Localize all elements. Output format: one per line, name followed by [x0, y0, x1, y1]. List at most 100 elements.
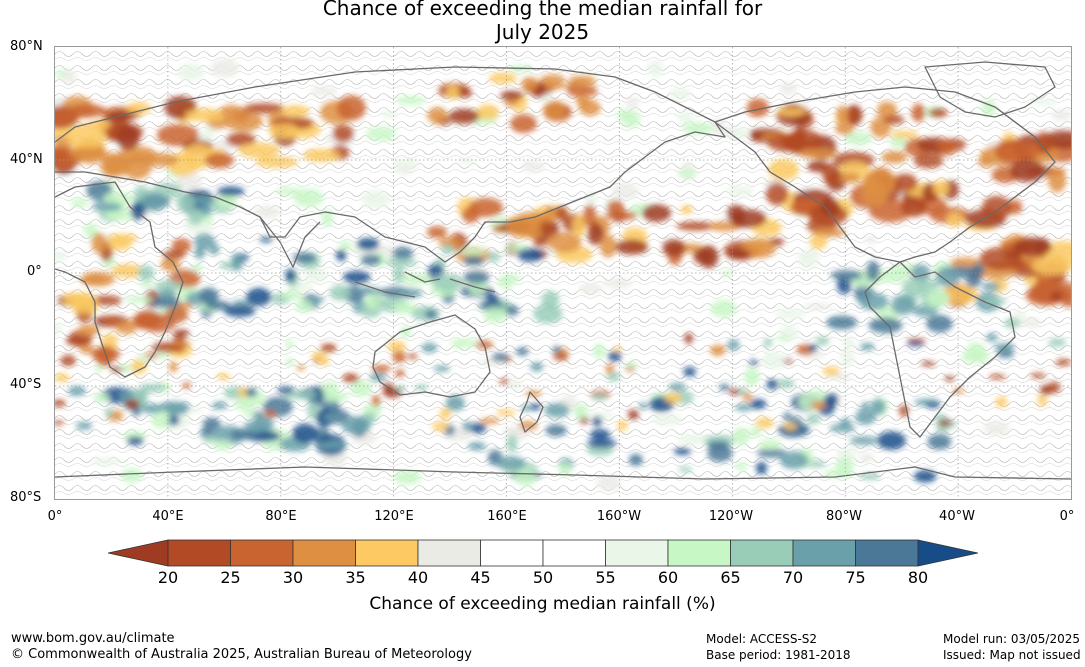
rainfall-anomaly-region: [293, 188, 324, 208]
rainfall-anomaly-region: [277, 386, 295, 394]
continent-indonesia: [354, 271, 496, 298]
rainfall-anomaly-region: [859, 473, 881, 480]
rainfall-anomaly-region: [136, 355, 150, 361]
rainfall-anomaly-region: [125, 102, 152, 115]
rainfall-anomaly-region: [677, 169, 698, 179]
rainfall-anomaly-region: [126, 436, 144, 446]
rainfall-anomaly-region: [647, 59, 663, 78]
rainfall-anomaly-region: [462, 421, 473, 432]
rainfall-anomaly-region: [67, 386, 86, 397]
rainfall-anomaly-region: [296, 365, 306, 371]
rainfall-anomaly-region: [809, 234, 828, 250]
colorbar-max-arrow: [917, 539, 978, 567]
rainfall-anomaly-region: [876, 101, 898, 120]
continent-new-zealand: [519, 391, 544, 433]
rainfall-anomaly-region: [572, 214, 586, 238]
rainfall-anomaly-region: [217, 373, 231, 381]
rainfall-anomaly-region: [60, 354, 76, 367]
rainfall-anomaly-region: [664, 392, 683, 404]
rainfall-anomaly-region: [986, 333, 998, 342]
rainfall-anomaly-region: [544, 205, 557, 223]
rainfall-anomaly-region: [881, 150, 907, 164]
rainfall-anomaly-region: [395, 95, 426, 106]
rainfall-anomaly-region: [172, 329, 190, 337]
rainfall-anomaly-region: [426, 226, 448, 239]
rainfall-anomaly-region: [111, 263, 144, 278]
rainfall-anomaly-region: [746, 98, 769, 118]
colorbar-tick-label: 70: [782, 568, 804, 587]
rainfall-anomaly-region: [509, 379, 522, 391]
rainfall-anomaly-region: [983, 421, 1010, 436]
colorbar-tick-label: 20: [157, 568, 179, 587]
rainfall-anomaly-region: [499, 378, 510, 385]
rainfall-anomaly-region: [607, 351, 622, 362]
rainfall-anomaly-region: [245, 387, 258, 398]
rainfall-anomaly-region: [861, 401, 870, 410]
rainfall-anomaly-region: [558, 462, 572, 476]
rainfall-anomaly-region: [676, 111, 694, 124]
rainfall-anomaly-region: [67, 103, 107, 118]
rainfall-anomaly-region: [323, 413, 336, 421]
footer-website[interactable]: www.bom.gov.au/climate: [11, 631, 175, 646]
colorbar-min-arrow: [108, 539, 169, 567]
rainfall-anomaly-region: [762, 338, 773, 348]
rainfall-anomaly-region: [156, 124, 200, 147]
rainfall-anomaly-region: [876, 431, 906, 450]
rainfall-anomaly-region: [467, 441, 486, 451]
colorbar-tick-label: 60: [657, 568, 679, 587]
rainfall-anomaly-region: [488, 72, 518, 84]
rainfall-anomaly-region: [835, 457, 854, 475]
rainfall-anomaly-region: [281, 290, 304, 300]
rainfall-anomaly-region: [431, 273, 464, 292]
rainfall-anomaly-region: [676, 221, 715, 231]
rainfall-anomaly-region: [579, 99, 601, 116]
rainfall-anomaly-region: [194, 246, 206, 260]
rainfall-anomaly-region: [599, 234, 617, 258]
rainfall-anomaly-region: [238, 142, 280, 159]
rainfall-anomaly-region: [765, 182, 789, 206]
rainfall-anomaly-region: [698, 245, 719, 269]
colorbar-segment: [292, 539, 356, 567]
continent-north-america: [714, 86, 1056, 263]
rainfall-anomaly-region: [662, 239, 686, 257]
rainfall-anomaly-region: [981, 195, 1012, 221]
rainfall-anomaly-region: [504, 98, 518, 107]
rainfall-anomaly-region: [779, 82, 798, 95]
rainfall-anomaly-region: [870, 398, 886, 415]
rainfall-anomaly-region: [475, 340, 494, 349]
rainfall-anomaly-region: [219, 104, 244, 118]
rainfall-anomaly-region: [1030, 372, 1046, 379]
colorbar-tick-label: 50: [532, 568, 554, 587]
rainfall-anomaly-region: [822, 366, 841, 376]
lon-label-40e: 40°E: [152, 509, 184, 524]
rainfall-anomaly-region: [530, 362, 544, 372]
rainfall-anomaly-region: [380, 110, 398, 119]
lat-label-40n: 40°N: [10, 152, 43, 167]
rainfall-anomaly-region: [280, 104, 310, 118]
rainfall-anomaly-region: [432, 421, 449, 432]
rainfall-anomaly-region: [1051, 109, 1071, 122]
rainfall-anomaly-region: [154, 352, 169, 360]
lon-label-80e: 80°E: [265, 509, 297, 524]
rainfall-anomaly-region: [810, 400, 827, 410]
rainfall-anomaly-region: [502, 426, 522, 434]
rainfall-anomaly-region: [591, 393, 608, 401]
rainfall-anomaly-region: [540, 81, 568, 90]
rainfall-anomaly-region: [254, 205, 280, 219]
continent-antarctica: [55, 466, 1071, 480]
rainfall-anomaly-region: [978, 155, 995, 168]
rainfall-anomaly-region: [499, 90, 524, 101]
rainfall-anomaly-region: [153, 383, 165, 392]
rainfall-anomaly-region: [137, 265, 155, 281]
rainfall-anomaly-region: [627, 409, 639, 420]
rainfall-anomaly-region: [476, 104, 500, 120]
rainfall-anomaly-region: [592, 416, 603, 427]
rainfall-anomaly-region: [668, 87, 693, 99]
rainfall-anomaly-region: [749, 426, 762, 437]
rainfall-anomaly-region: [529, 403, 541, 411]
rainfall-anomaly-region: [285, 340, 295, 349]
rainfall-anomaly-region: [487, 252, 501, 262]
rainfall-anomaly-region: [339, 240, 352, 251]
rainfall-anomaly-region: [392, 301, 417, 314]
rainfall-anomaly-region: [583, 204, 597, 227]
